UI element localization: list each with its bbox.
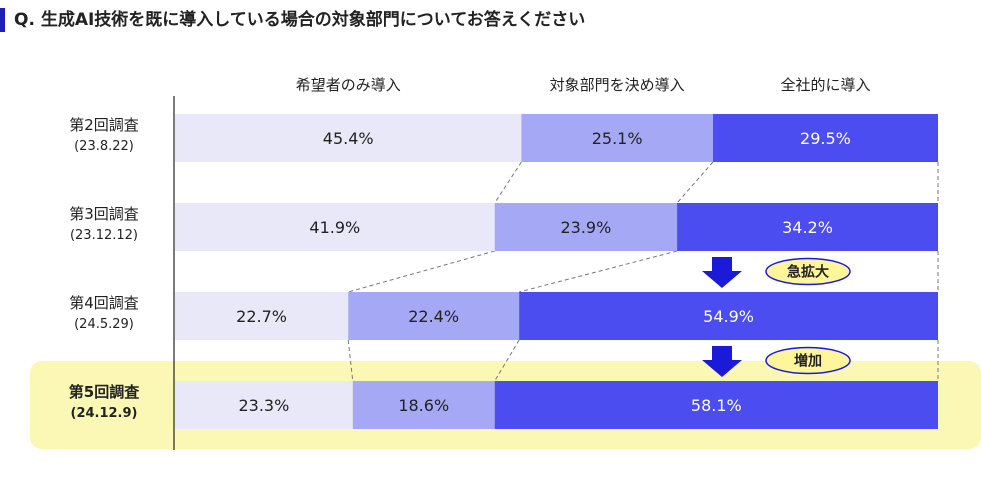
annotation-badge bbox=[765, 346, 851, 375]
bar-value-label: 22.7% bbox=[236, 307, 287, 326]
bar-segment bbox=[175, 292, 349, 340]
legend: 希望者のみ導入 対象部門を決め導入 全社的に導入 bbox=[296, 76, 871, 94]
bar-segment bbox=[175, 381, 353, 429]
bar-value-label: 54.9% bbox=[703, 307, 754, 326]
bar-value-label: 58.1% bbox=[691, 396, 742, 415]
bar-value-label: 22.4% bbox=[408, 307, 459, 326]
connector-line bbox=[676, 161, 714, 204]
bar-segment bbox=[175, 114, 522, 162]
connector-line bbox=[494, 161, 522, 204]
bars bbox=[175, 114, 938, 429]
title-accent-bar bbox=[0, 8, 5, 32]
value-labels: 45.4% 25.1% 29.5% 41.9% 23.9% 34.2% 22.7% 22.4%… bbox=[236, 129, 851, 415]
connector-line bbox=[348, 250, 495, 293]
bar-segment bbox=[352, 381, 495, 429]
question-title: Q. 生成AI技術を既に導入している場合の対象部門についてお答えください bbox=[14, 10, 586, 30]
annotation-label: 増加 bbox=[794, 353, 822, 370]
bar-value-label: 41.9% bbox=[309, 218, 360, 237]
category-label: 第2回調査 bbox=[69, 116, 139, 134]
bar-value-label: 18.6% bbox=[398, 396, 449, 415]
bar-value-label: 29.5% bbox=[800, 129, 851, 148]
bar-segment bbox=[348, 292, 520, 340]
annotation-badge bbox=[765, 257, 851, 286]
category-label: 第4回調査 bbox=[69, 294, 139, 312]
bar-segment bbox=[494, 381, 938, 429]
legend-entry: 希望者のみ導入 bbox=[296, 76, 401, 94]
bar-value-label: 25.1% bbox=[592, 129, 643, 148]
category-label: 第5回調査 bbox=[69, 383, 140, 401]
bar-value-label: 45.4% bbox=[323, 129, 374, 148]
category-date-label: (23.12.12) bbox=[70, 228, 138, 243]
connector-line bbox=[518, 250, 678, 293]
down-arrow-icon bbox=[702, 257, 742, 288]
category-date-label: (24.5.29) bbox=[74, 317, 134, 332]
connector-lines bbox=[347, 161, 939, 382]
category-label: 第3回調査 bbox=[69, 205, 139, 223]
legend-entry: 全社的に導入 bbox=[780, 76, 870, 94]
bar-segment bbox=[494, 203, 678, 251]
bar-segment bbox=[175, 203, 495, 251]
bar-segment bbox=[712, 114, 938, 162]
bar-segment bbox=[677, 203, 938, 251]
bar-segment bbox=[521, 114, 713, 162]
category-date-label: (24.12.9) bbox=[71, 406, 138, 421]
legend-entry: 対象部門を決め導入 bbox=[550, 76, 685, 94]
bar-value-label: 34.2% bbox=[782, 218, 833, 237]
bar-value-label: 23.9% bbox=[560, 218, 611, 237]
annotation-label: 急拡大 bbox=[787, 264, 829, 281]
connector-line bbox=[494, 339, 520, 382]
down-arrow-icon bbox=[702, 346, 742, 377]
bar-segment bbox=[519, 292, 938, 340]
category-labels: 第2回調査 (23.8.22) 第3回調査 (23.12.12) 第4回調査 (24.5.… bbox=[69, 116, 140, 421]
bar-value-label: 23.3% bbox=[238, 396, 289, 415]
category-date-label: (23.8.22) bbox=[74, 139, 134, 154]
